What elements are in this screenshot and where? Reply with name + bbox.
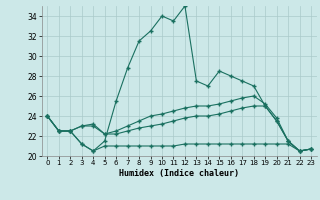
X-axis label: Humidex (Indice chaleur): Humidex (Indice chaleur)	[119, 169, 239, 178]
